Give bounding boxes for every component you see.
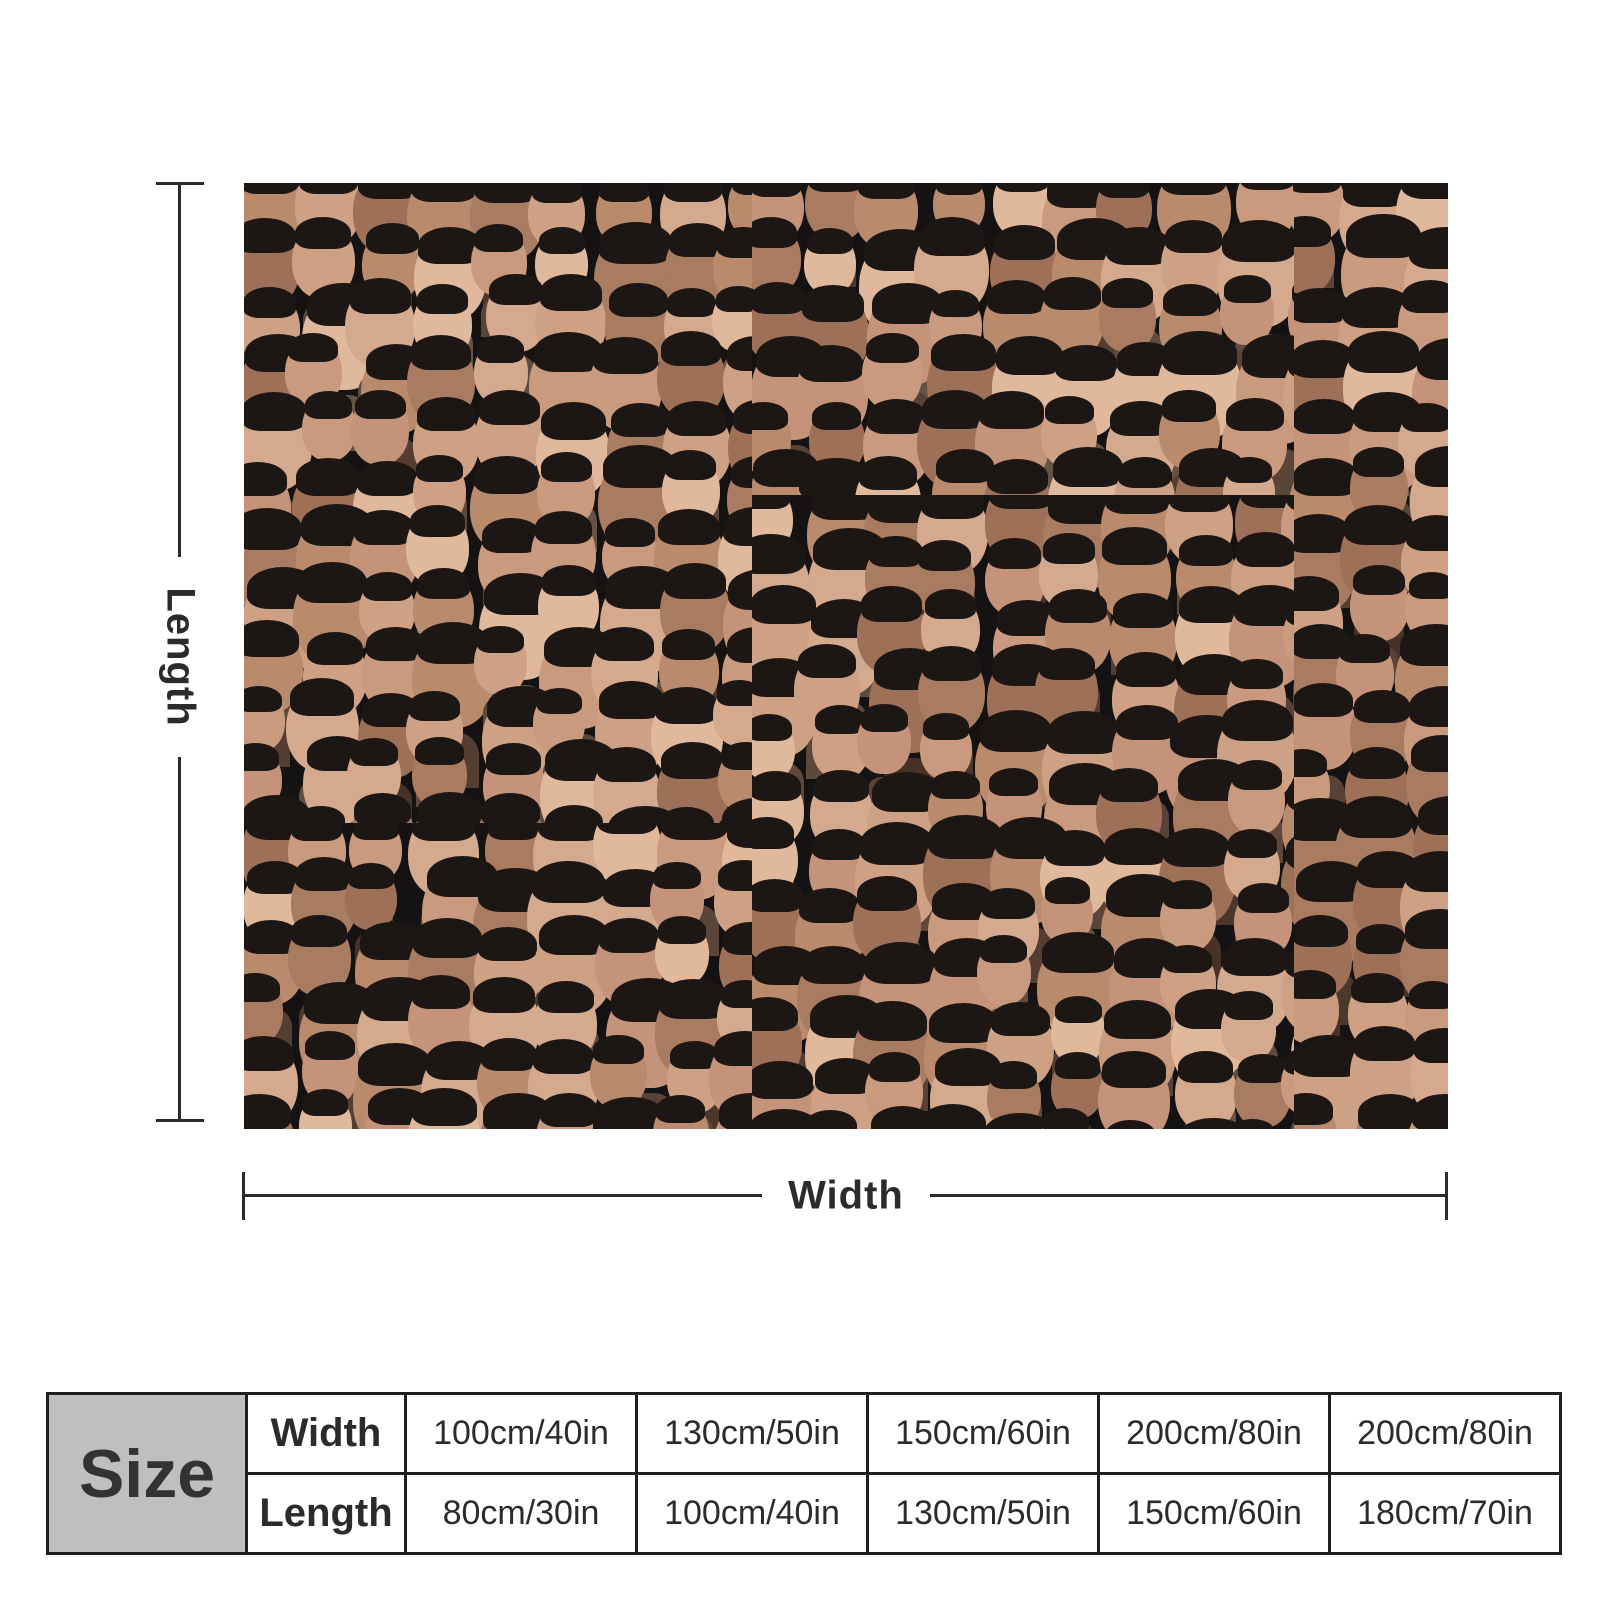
- collage-face: [752, 714, 795, 781]
- size-table: Size Width 100cm/40in 130cm/50in 150cm/6…: [46, 1392, 1562, 1555]
- collage-face: [728, 183, 752, 240]
- collage-face: [1234, 1054, 1292, 1129]
- collage-face: [928, 770, 984, 842]
- collage-face: [855, 455, 922, 495]
- collage-face: [412, 792, 489, 823]
- collage-face: [1101, 1119, 1160, 1129]
- collage-face: [301, 390, 356, 461]
- collage-face: [1283, 597, 1294, 670]
- row-label-width: Width: [245, 1392, 407, 1475]
- collage-face: [1220, 275, 1275, 346]
- collage-face: [1051, 995, 1106, 1066]
- collage-face: [920, 713, 973, 780]
- collage-face: [1288, 274, 1294, 357]
- collage-face: [654, 916, 709, 987]
- width-value-cell: 100cm/40in: [404, 1392, 638, 1475]
- collage-face: [1294, 969, 1339, 1045]
- width-label: Width: [788, 1173, 904, 1218]
- collage-face: [293, 805, 349, 823]
- collage-face: [1170, 1117, 1256, 1129]
- collage-panel-bottom-left: [244, 823, 752, 1129]
- width-value-cell: 150cm/60in: [866, 1392, 1100, 1475]
- collage-face: [541, 805, 608, 823]
- collage-face: [1281, 1048, 1294, 1116]
- collage-face: [1349, 564, 1409, 642]
- collage-face: [915, 1104, 992, 1129]
- length-value-cell: 130cm/50in: [866, 1472, 1100, 1555]
- collage-face: [1041, 395, 1098, 468]
- collage-face: [1039, 1108, 1093, 1129]
- collage-face: [302, 632, 367, 715]
- collage-face: [1098, 1050, 1171, 1129]
- collage-face: [350, 793, 416, 823]
- length-value-cell: 100cm/40in: [635, 1472, 869, 1555]
- collage-face: [531, 510, 597, 595]
- collage-face: [244, 1094, 295, 1129]
- collage-face: [1159, 879, 1216, 953]
- collage-face: [652, 1094, 709, 1129]
- collage-face: [476, 793, 544, 823]
- length-value-cell: 180cm/70in: [1328, 1472, 1562, 1555]
- row-label-length: Length: [245, 1472, 407, 1555]
- collage-face: [982, 458, 1052, 495]
- collage-face: [1234, 882, 1293, 959]
- collage-face: [1283, 340, 1294, 442]
- collage-face: [291, 217, 355, 299]
- collage-face: [244, 685, 285, 753]
- collage-face: [408, 1088, 482, 1129]
- collage-face: [803, 227, 856, 295]
- collage-face: [977, 1112, 1062, 1129]
- length-indicator-line-lower: [178, 757, 181, 1122]
- width-value-cell: 200cm/80in: [1097, 1392, 1331, 1475]
- collage-face: [1099, 278, 1157, 353]
- collage-face: [713, 679, 752, 747]
- length-value-cell: 150cm/60in: [1097, 1472, 1331, 1555]
- collage-panel-top-left: [244, 183, 752, 823]
- collage-face: [536, 1092, 603, 1129]
- width-indicator-right-cap: [1445, 1172, 1448, 1220]
- collage-face: [1294, 216, 1335, 294]
- collage-face: [655, 807, 718, 823]
- collage-face: [1223, 456, 1276, 495]
- length-dimension-indicator: Length: [154, 182, 206, 1122]
- collage-face: [1282, 772, 1294, 875]
- collage-face: [537, 452, 596, 528]
- size-header-cell: Size: [46, 1392, 248, 1555]
- collage-face: [1114, 457, 1176, 495]
- collage-face: [976, 934, 1031, 1005]
- size-table-row-width: Size Width 100cm/40in 130cm/50in 150cm/6…: [46, 1392, 1562, 1555]
- width-value-cell: 130cm/50in: [635, 1392, 869, 1475]
- collage-face: [1407, 1094, 1448, 1129]
- collage-face: [1226, 1119, 1279, 1129]
- collage-face: [857, 703, 912, 774]
- collage-face: [244, 620, 303, 714]
- collage-face: [1174, 1050, 1237, 1129]
- length-label: Length: [158, 587, 203, 727]
- collage-panel-right-strip: [1294, 183, 1448, 1129]
- collage-face: [345, 862, 398, 930]
- collage-panel-top-right: [752, 183, 1294, 495]
- collage-face: [1294, 1092, 1337, 1129]
- size-table-row-length: Length 80cm/30in 100cm/40in 130cm/50in 1…: [48, 1472, 1562, 1555]
- width-indicator-line-left: [242, 1194, 762, 1197]
- width-dimension-indicator: Width: [242, 1172, 1448, 1220]
- width-indicator-line-right: [930, 1194, 1448, 1197]
- collage-face: [862, 332, 923, 411]
- collage-face: [1051, 1052, 1104, 1120]
- length-value-cell: 80cm/30in: [404, 1472, 638, 1555]
- blanket-artwork: [244, 183, 1448, 1129]
- length-indicator-line-upper: [178, 182, 181, 557]
- collage-face: [351, 389, 410, 465]
- collage-panel-middle: [752, 495, 1294, 1129]
- collage-face: [800, 1109, 861, 1129]
- collage-face: [473, 625, 527, 695]
- collage-face: [1228, 760, 1286, 835]
- width-value-cell: 200cm/80in: [1328, 1392, 1562, 1475]
- collage-face: [1221, 991, 1277, 1063]
- collage-face: [298, 1088, 352, 1129]
- collage-face: [244, 973, 283, 1046]
- length-indicator-bottom-cap: [156, 1119, 204, 1122]
- collage-face: [1398, 402, 1448, 477]
